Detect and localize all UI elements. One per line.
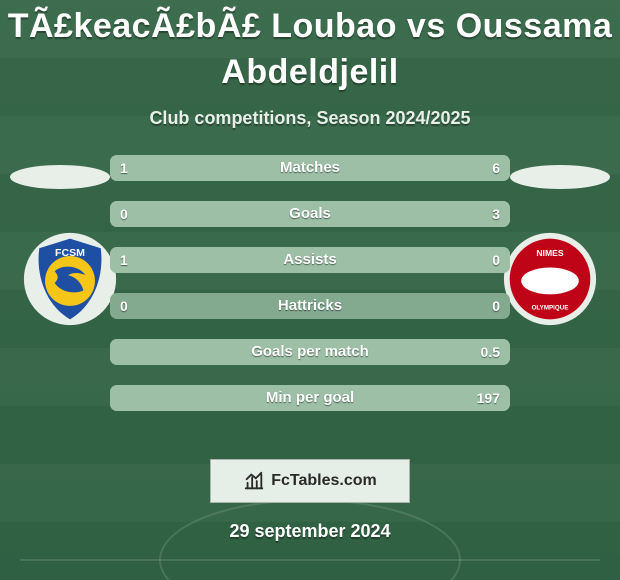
left-team-logo: FCSM xyxy=(22,231,118,327)
stat-label: Hattricks xyxy=(110,293,510,319)
nimes-text-1: NIMES xyxy=(536,248,564,258)
comparison-area: FCSM NIMES OLYMPIQUE Matches16Goals03Ass… xyxy=(0,167,620,429)
stat-value-left: 1 xyxy=(110,155,138,181)
stat-row: Hattricks0 0 xyxy=(110,293,510,319)
stat-row: Assists1 0 xyxy=(110,247,510,273)
stat-value-right: 0.5 xyxy=(471,339,510,365)
stat-label: Assists xyxy=(110,247,510,273)
stat-value-left xyxy=(110,385,130,411)
stat-row: Matches1 6 xyxy=(110,155,510,181)
stat-row: Min per goal197 xyxy=(110,385,510,411)
stat-row: Goals per match0.5 xyxy=(110,339,510,365)
stat-label: Goals per match xyxy=(110,339,510,365)
stat-value-right: 0 xyxy=(482,293,510,319)
stat-value-left xyxy=(110,339,130,365)
right-ellipse xyxy=(510,165,610,189)
stat-label: Min per goal xyxy=(110,385,510,411)
footer-label: FcTables.com xyxy=(271,472,377,490)
fcsm-text: FCSM xyxy=(55,247,85,259)
stat-label: Goals xyxy=(110,201,510,227)
stat-row: Goals0 3 xyxy=(110,201,510,227)
chart-icon xyxy=(243,470,265,492)
stat-value-right: 6 xyxy=(482,155,510,181)
date-label: 29 september 2024 xyxy=(229,521,390,542)
left-ellipse xyxy=(10,165,110,189)
stat-value-left: 0 xyxy=(110,201,138,227)
right-team-logo: NIMES OLYMPIQUE xyxy=(502,231,598,327)
nimes-text-2: OLYMPIQUE xyxy=(532,305,569,312)
stat-value-right: 197 xyxy=(467,385,510,411)
stats-bars: Matches16Goals03Assists10Hattricks00Goal… xyxy=(110,155,510,431)
stat-label: Matches xyxy=(110,155,510,181)
page-title: TÃ£keacÃ£bÃ£ Loubao vs Oussama Abdeldjel… xyxy=(0,4,620,96)
stat-value-left: 1 xyxy=(110,247,138,273)
subtitle: Club competitions, Season 2024/2025 xyxy=(149,108,470,129)
footer-badge: FcTables.com xyxy=(210,459,410,503)
stat-value-right: 3 xyxy=(482,201,510,227)
stat-value-left: 0 xyxy=(110,293,138,319)
stat-value-right: 0 xyxy=(482,247,510,273)
